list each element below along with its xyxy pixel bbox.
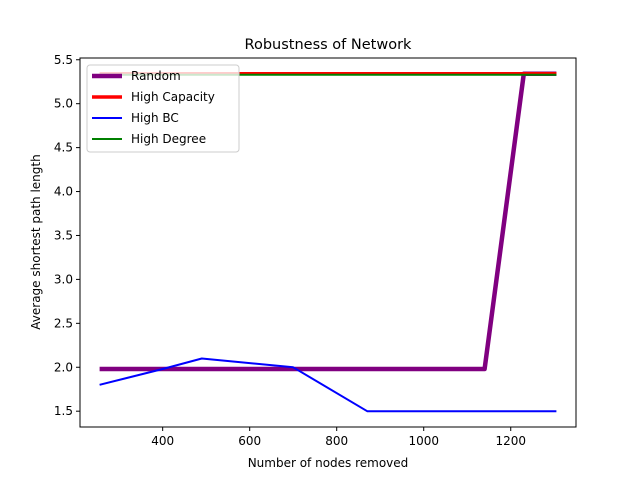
chart-title: Robustness of Network xyxy=(245,37,412,53)
x-tick-label: 1000 xyxy=(408,434,439,448)
legend-label-random: Random xyxy=(131,69,181,83)
y-tick-label: 3.5 xyxy=(54,228,73,242)
legend-box xyxy=(86,64,240,153)
y-tick-label: 2.0 xyxy=(54,360,73,374)
x-tick-label: 1200 xyxy=(495,434,526,448)
x-tick-label: 400 xyxy=(151,434,174,448)
plot-frame xyxy=(79,57,577,428)
x-axis-label: Number of nodes removed xyxy=(248,456,409,470)
y-axis-ticks: 1.5 2.0 2.5 3.0 3.5 4.0 4.5 5.0 5.5 xyxy=(54,53,80,418)
y-tick-label: 2.5 xyxy=(54,316,73,330)
legend-label-high-capacity: High Capacity xyxy=(131,90,215,104)
y-tick-label: 3.0 xyxy=(54,272,73,286)
y-tick-label: 4.0 xyxy=(54,185,73,199)
x-tick-label: 800 xyxy=(325,434,348,448)
legend-label-high-bc: High BC xyxy=(131,111,179,125)
legend: Random High Capacity High BC High Degree xyxy=(86,64,240,153)
y-tick-label: 4.5 xyxy=(54,141,73,155)
y-tick-label: 1.5 xyxy=(54,404,73,418)
x-axis-ticks: 400 600 800 1000 1200 xyxy=(151,427,526,448)
y-tick-label: 5.0 xyxy=(54,97,73,111)
y-tick-label: 5.5 xyxy=(54,53,73,67)
y-axis-label: Average shortest path length xyxy=(29,154,43,329)
series-line-high-bc xyxy=(99,357,557,413)
x-tick-label: 600 xyxy=(238,434,261,448)
legend-label-high-degree: High Degree xyxy=(131,132,206,146)
